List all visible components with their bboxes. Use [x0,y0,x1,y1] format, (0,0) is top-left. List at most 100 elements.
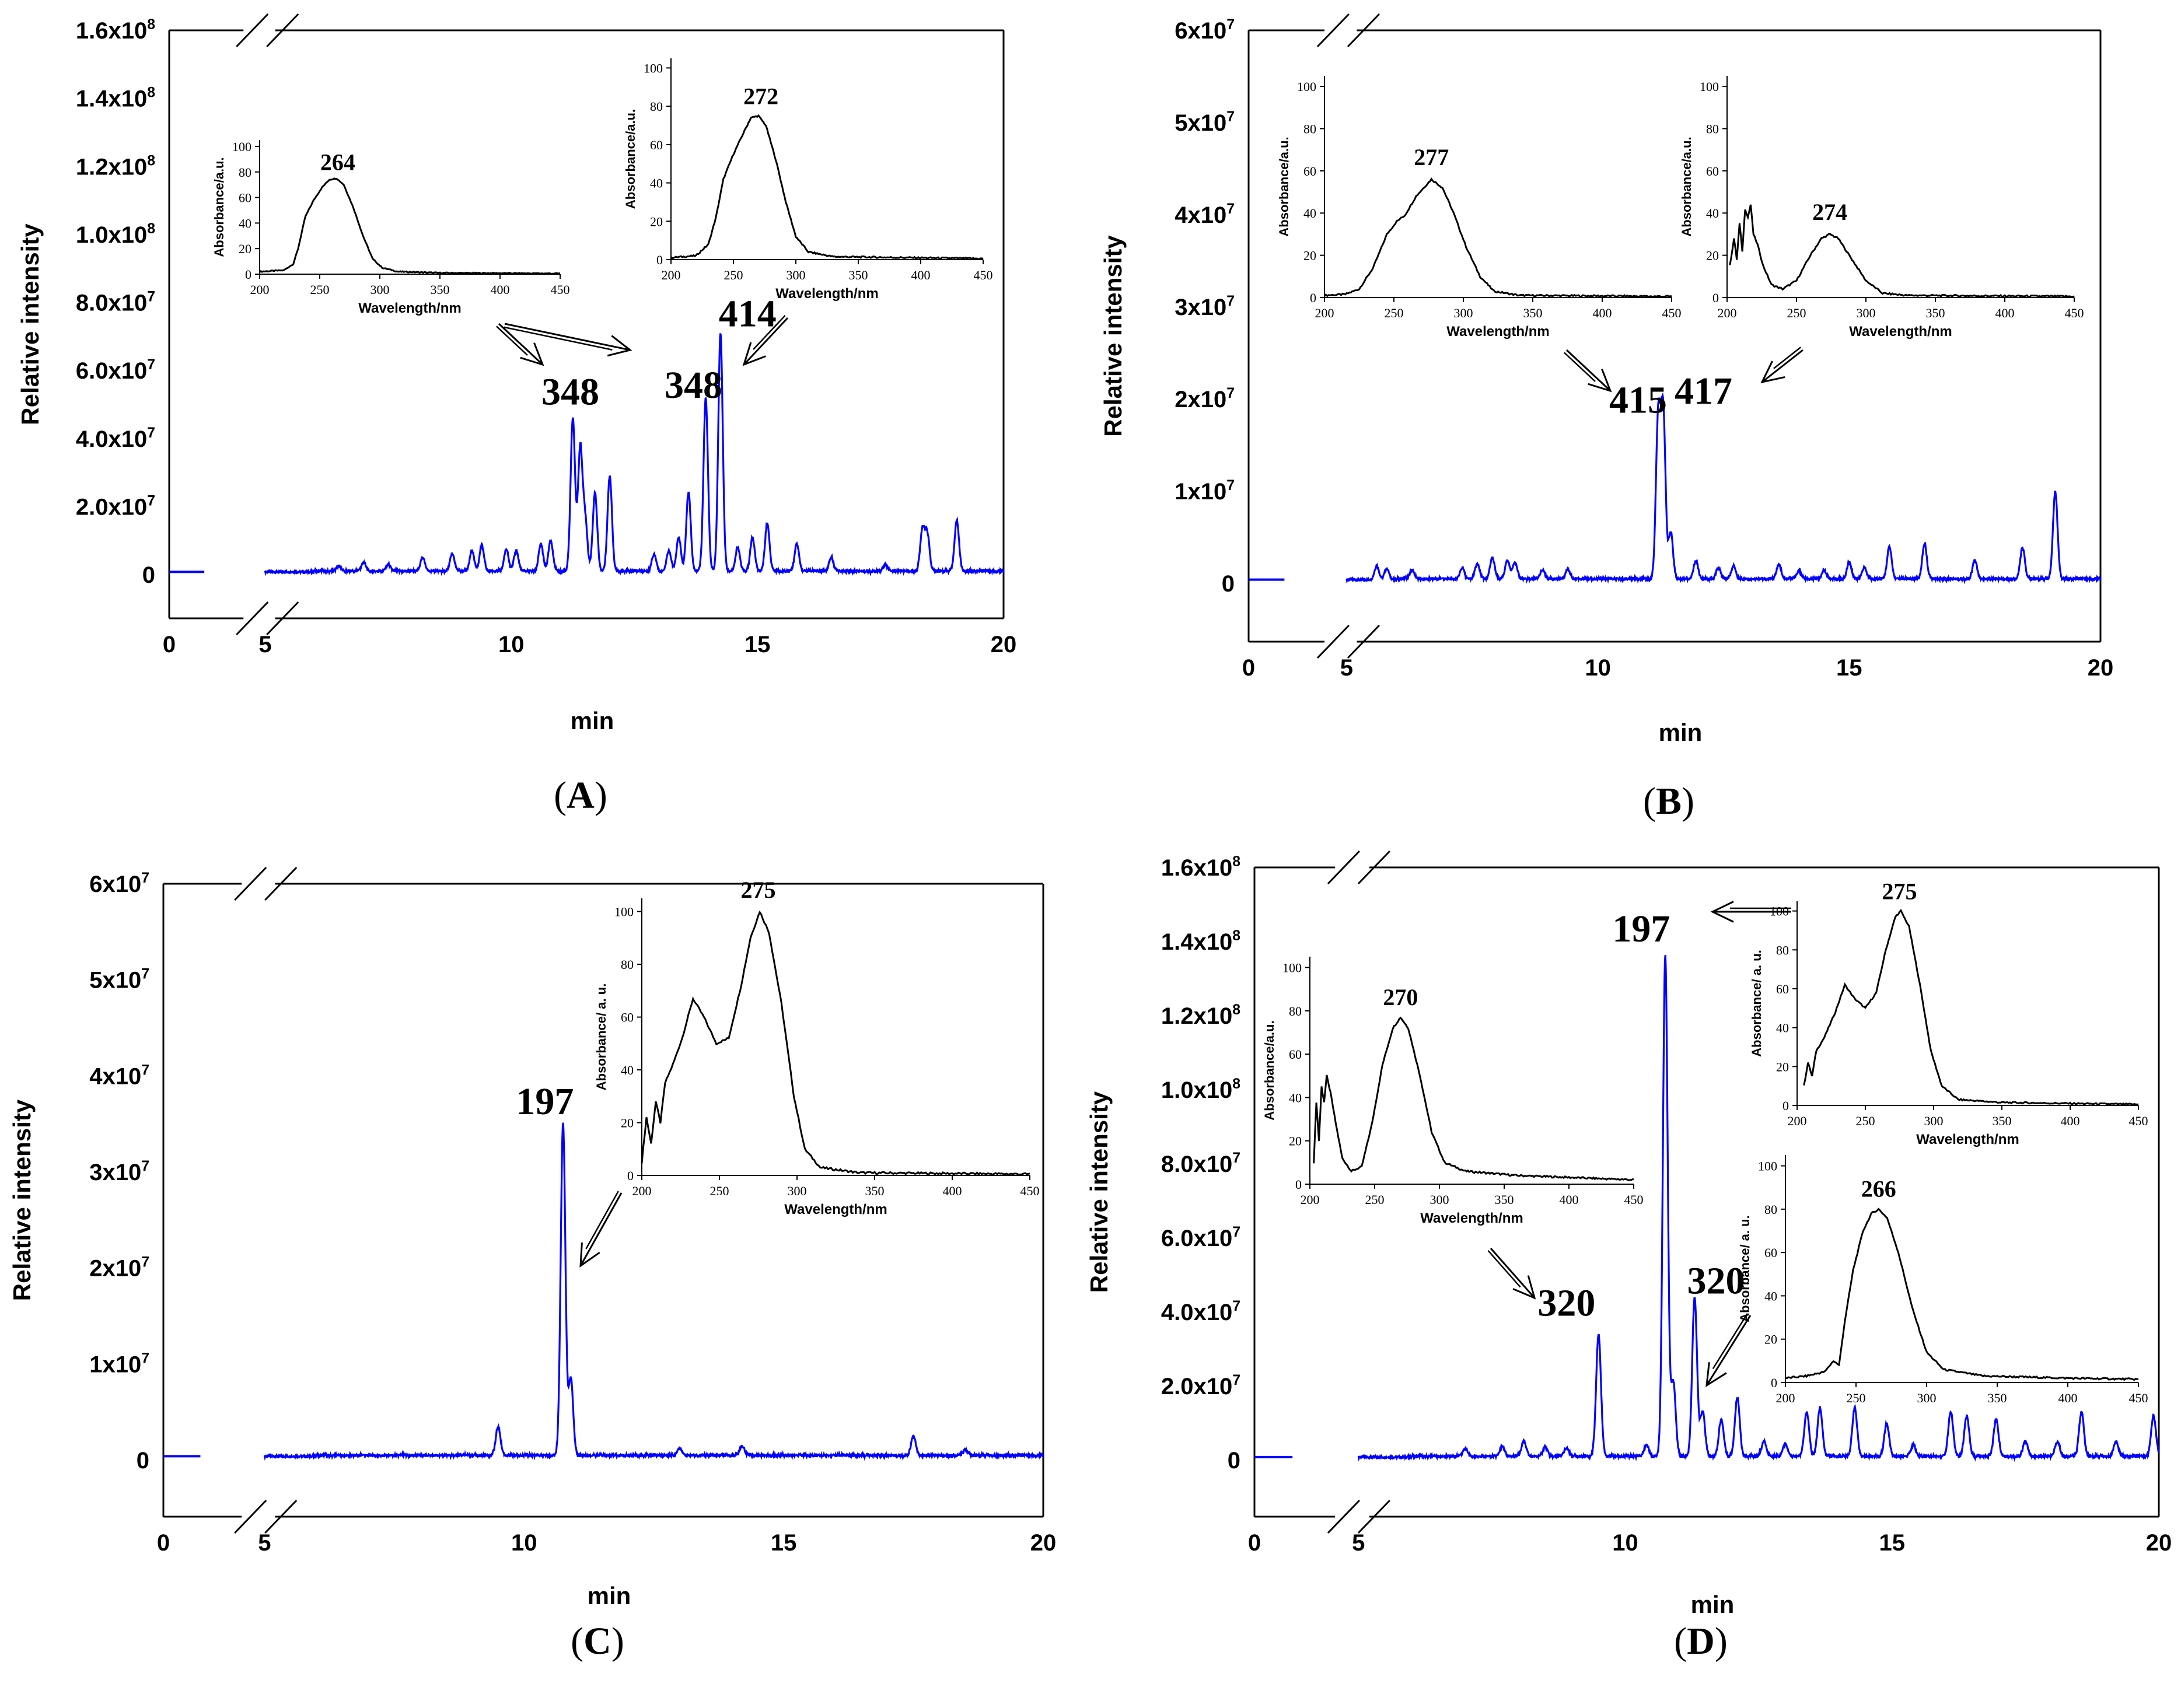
x-tick-label: 15 [1836,655,1862,681]
arrow-head [607,335,632,357]
axis-break-mark [234,866,267,901]
pointer-arrow [1487,1248,1536,1300]
y-tick: 1.0x108 [76,221,155,248]
inset-x-tick-label: 350 [865,1184,885,1198]
x-axis-title: min [571,707,614,734]
inset-y-tick-label: 20 [650,214,663,229]
inset-x-tick-label: 200 [662,268,681,282]
inset-x-title: Wavelength/nm [358,300,461,316]
inset-x-tick-label: 450 [974,268,993,282]
inset-y-tick-label: 80 [1764,1202,1777,1217]
uv-spectrum-curve [1803,908,2139,1106]
inset-x-title: Wavelength/nm [775,286,878,302]
y-tick-label: 1.6x108 [1161,854,1240,881]
inset-x-tick-label: 200 [1776,1391,1795,1405]
inset-peak-label: 264 [320,149,355,175]
y-tick-label: 2x107 [89,1255,149,1282]
y-tick: 2x107 [1175,386,1235,412]
arrow-shaft-outline [1773,346,1802,369]
inset-x-tick-label: 400 [2061,1114,2080,1128]
axis-break-mark [1316,624,1350,659]
inset-peak-label: 272 [743,83,778,110]
x-tick-label: 10 [1612,1530,1638,1556]
inset-x-tick-label: 400 [1593,306,1612,320]
axis-break-mark [266,601,299,636]
inset-x-tick-label: 300 [1924,1114,1944,1128]
inset-x-tick-label: 200 [632,1184,652,1198]
inset-y-tick-label: 60 [1289,1047,1302,1062]
inset-y-tick-label: 40 [1776,1021,1789,1035]
inset-y-tick-label: 20 [1706,249,1719,263]
inset-x-tick-label: 350 [1988,1391,2007,1405]
inset-x-tick-label: 250 [1365,1192,1385,1207]
inset-x-title: Wavelength/nm [784,1202,887,1217]
y-tick: 1x107 [89,1350,149,1377]
inset-y-tick-label: 40 [239,216,251,230]
y-tick: 1.0x108 [1161,1076,1240,1103]
arrow-head [579,1242,600,1268]
inset-y-title: Absorbance/ a. u. [1749,950,1764,1056]
uv-spectrum-curve [1313,1016,1634,1182]
inset-y-tick-label: 60 [239,191,251,205]
inset-peak-label: 266 [1861,1176,1896,1202]
axis-break-mark [1327,1499,1361,1534]
inset-x-tick-label: 250 [1856,1114,1875,1128]
inset-x-tick-label: 350 [1993,1114,2012,1128]
y-tick: 4.0x107 [76,425,155,452]
inset-y-tick-label: 0 [1771,1376,1777,1390]
inset-x-tick-label: 450 [2065,306,2084,320]
inset-x-tick-label: 450 [551,282,570,297]
y-tick: 4x107 [1175,201,1235,228]
inset-y-tick-label: 60 [621,1010,634,1025]
arrow-shaft [1565,349,1612,392]
pointer-arrow [1564,349,1612,393]
y-tick: 3x107 [89,1158,149,1185]
y-tick: 2.0x107 [1161,1373,1240,1399]
peak-label: 320 [1537,1282,1595,1324]
inset-x-tick-label: 250 [1847,1391,1866,1405]
inset-y-tick-label: 60 [1706,164,1719,178]
chromatogram-trace [1345,392,2102,584]
y-tick-label: 5x107 [89,967,149,993]
inset-y-title: Absorbance/a.u. [623,109,638,209]
y-tick-label: 4x107 [89,1062,149,1089]
inset-x-tick-label: 400 [943,1184,962,1198]
inset-y-tick-label: 100 [1297,79,1316,94]
uv-inset: 0 20 40 60 80 100 200 250 300 350 400 450 Wavelength… [1679,76,2084,340]
y-tick-label: 1.6x108 [76,17,155,44]
arrow-shaft-outline [1712,1313,1748,1370]
arrow-shaft-outline [504,326,613,351]
inset-x-tick-label: 400 [911,268,931,282]
y-tick: 2.0x107 [76,493,155,520]
inset-y-tick-label: 0 [1295,1177,1302,1192]
panel-a: 0 2.0x107 4.0x107 6.0x107 8.0x107 1.0x108 1.2x… [16,13,1016,817]
inset-y-tick-label: 100 [614,905,634,919]
arrow-shaft [498,323,544,366]
inset-x-tick-label: 350 [1926,306,1945,320]
uv-spectrum-curve [259,177,561,275]
inset-y-title: Absorbance/a.u. [1262,1020,1277,1120]
y-tick-label: 3x107 [89,1158,149,1185]
arrow-head [1710,901,1734,923]
y-tick-label: 4.0x107 [76,425,155,452]
arrow-shaft [743,317,789,366]
inset-x-title: Wavelength/nm [1849,324,1952,340]
axis-break-mark [1327,850,1361,885]
inset-y-tick-label: 100 [1282,961,1302,975]
axis-break-mark [1347,13,1380,48]
pointer-arrow [496,323,544,366]
chromatogram-trace [263,1122,1044,1461]
uv-spectrum-curve [1323,177,1672,298]
y-tick: 2x107 [89,1255,149,1282]
inset-x-tick-label: 450 [2129,1114,2148,1128]
y-tick: 0 [137,1448,149,1474]
arrow-head [742,342,766,366]
y-tick-label: 0 [142,562,155,588]
x-tick-label: 0 [1248,1530,1261,1556]
y-tick-label: 1.4x108 [76,85,155,112]
y-tick: 3x107 [1175,293,1235,320]
arrow-shaft [1705,1315,1752,1386]
x-axis-title: min [1691,1591,1735,1618]
inset-x-tick-label: 450 [2129,1391,2148,1405]
y-tick: 6.0x107 [76,357,155,384]
